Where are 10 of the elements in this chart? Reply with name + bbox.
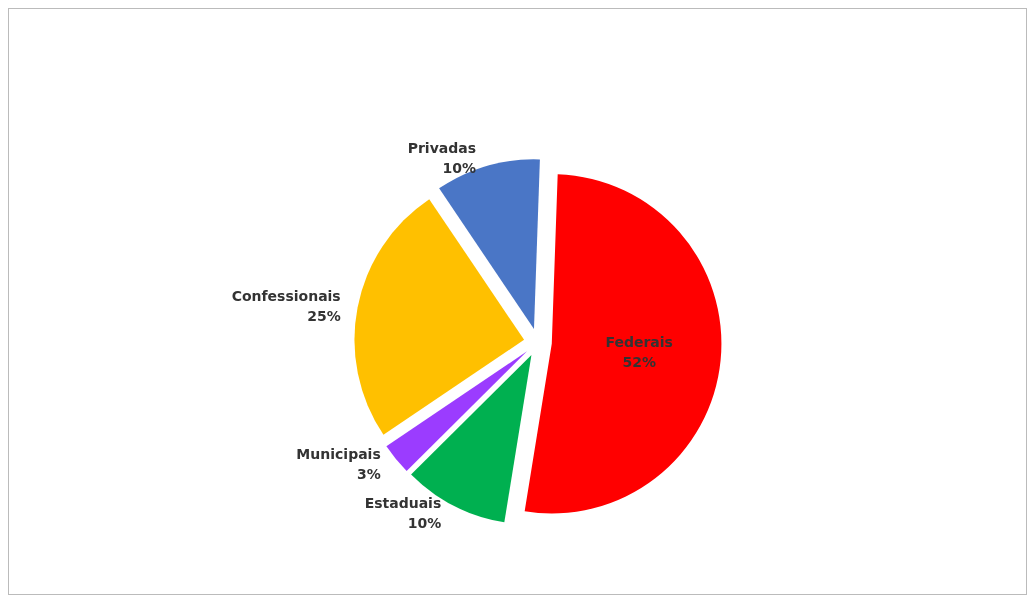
- slice-label: Confessionais: [231, 287, 341, 304]
- data-label: 10%: [407, 514, 442, 531]
- data-label: 10%: [442, 160, 477, 177]
- data-label: 3%: [356, 466, 381, 483]
- data-label: 52%: [622, 354, 656, 371]
- slice-label: Estaduais: [364, 494, 442, 511]
- slice-label: Federais: [605, 334, 673, 351]
- data-label: 25%: [307, 307, 341, 324]
- slice-label: Privadas: [407, 140, 477, 157]
- slice-label: Municipais: [296, 446, 381, 463]
